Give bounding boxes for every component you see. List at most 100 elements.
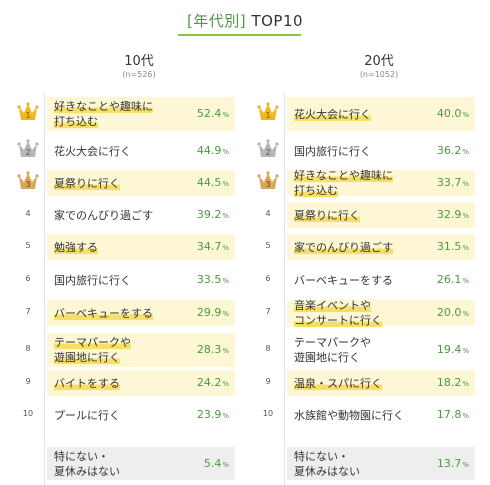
percent-value: 34.7% — [197, 240, 229, 253]
ranking-row: 6 バーベキューをする 26.1% — [253, 267, 475, 293]
percent-number: 32.9 — [436, 208, 462, 221]
item-label-line: バイトをする — [54, 376, 120, 390]
row-box: バイトをする 24.2% — [47, 370, 235, 396]
percent-number: 40.0 — [436, 107, 462, 120]
percent-value: 31.5% — [437, 240, 469, 253]
row-box: 特にない・ 夏休みはない 5.4% — [47, 447, 235, 480]
ranking-row: 9 バイトをする 24.2% — [13, 370, 235, 396]
rank-number: 1 — [265, 111, 271, 120]
rank-number: 8 — [25, 344, 31, 353]
percent-unit: % — [222, 412, 229, 420]
percent-value: 44.9% — [197, 144, 229, 157]
percent-value: 23.9% — [197, 408, 229, 421]
percent-value: 24.2% — [197, 376, 229, 389]
ranking-row: 1 花火大会に行く 40.0% — [253, 97, 475, 131]
ranking-row: 8 テーマパークや 遊園地に行く 19.4% — [253, 333, 475, 367]
row-box: テーマパークや 遊園地に行く 19.4% — [287, 333, 475, 367]
item-label-line: 好きなことや趣味に — [54, 100, 153, 113]
percent-unit: % — [222, 347, 229, 355]
ranking-row: 10 プールに行く 23.9% — [13, 402, 235, 428]
percent-number: 36.2 — [436, 144, 462, 157]
percent-unit: % — [462, 244, 469, 252]
percent-number: 44.9 — [196, 144, 222, 157]
percent-unit: % — [462, 347, 469, 355]
item-label-line: 特にない・ — [54, 449, 109, 463]
item-label-line: テーマパークや — [54, 336, 131, 349]
rank-number: 4 — [265, 209, 271, 218]
percent-unit: % — [222, 212, 229, 220]
rank-number: 7 — [25, 307, 31, 316]
percent-unit: % — [462, 460, 469, 469]
rank-number: 5 — [25, 241, 31, 250]
row-box: 好きなことや趣味に 打ち込む 33.7% — [287, 168, 475, 198]
row-box: 夏祭りに行く 44.5% — [47, 170, 235, 196]
item-label: 音楽イベントや コンサートに行く — [294, 298, 382, 328]
percent-unit: % — [222, 148, 229, 156]
column-10s: 10代 (n=526) 1 好きなことや趣味に 打ち込む 52.4% 2 花火大会に行く 4… — [13, 0, 235, 485]
ranking-row: 2 花火大会に行く 44.9% — [13, 138, 235, 164]
item-label-line: 温泉・スパに行く — [294, 376, 382, 390]
percent-value: 18.2% — [437, 376, 469, 389]
percent-value: 26.1% — [437, 273, 469, 286]
percent-unit: % — [222, 460, 229, 469]
percent-unit: % — [462, 277, 469, 285]
item-label-line: 花火大会に行く — [294, 107, 371, 121]
percent-value: 33.7% — [437, 176, 469, 189]
item-label: 特にない・ 夏休みはない — [54, 449, 120, 479]
rank-number: 8 — [265, 344, 271, 353]
percent-number: 31.5 — [436, 240, 462, 253]
row-box: テーマパークや 遊園地に行く 28.3% — [47, 333, 235, 367]
rank-number: 6 — [265, 274, 271, 283]
percent-unit: % — [462, 111, 469, 119]
percent-value: 13.7% — [437, 457, 469, 470]
item-label: 特にない・ 夏休みはない — [294, 449, 360, 479]
item-label: 国内旅行に行く — [294, 144, 371, 159]
item-label-line: 夏休みはない — [294, 464, 360, 478]
item-label-line: コンサートに行く — [294, 314, 382, 327]
percent-value: 39.2% — [197, 208, 229, 221]
percent-number: 26.1 — [436, 273, 462, 286]
percent-value: 28.3% — [197, 343, 229, 356]
item-label-line: 花火大会に行く — [54, 144, 131, 158]
row-box: 家でのんびり過ごす 39.2% — [47, 202, 235, 228]
item-label-line: 国内旅行に行く — [294, 144, 371, 158]
item-label-line: 家でのんびり過ごす — [54, 208, 154, 222]
item-label: 夏祭りに行く — [54, 176, 120, 191]
percent-value: 29.9% — [197, 306, 229, 319]
percent-value: 33.5% — [197, 273, 229, 286]
row-box: プールに行く 23.9% — [47, 402, 235, 428]
percent-number: 33.5 — [196, 273, 222, 286]
percent-number: 29.9 — [196, 306, 222, 319]
none-row: 特にない・ 夏休みはない 13.7% — [253, 447, 475, 480]
item-label: 好きなことや趣味に 打ち込む — [54, 99, 153, 129]
percent-value: 19.4% — [437, 343, 469, 356]
rank-number: 10 — [262, 409, 274, 418]
column-title: 20代 — [364, 54, 394, 69]
percent-value: 5.4% — [204, 457, 229, 470]
item-label-line: 打ち込む — [294, 184, 338, 197]
ranking-row: 5 勉強する 34.7% — [13, 234, 235, 260]
percent-value: 36.2% — [437, 144, 469, 157]
ranking-row: 7 音楽イベントや コンサートに行く 20.0% — [253, 298, 475, 328]
item-label: 国内旅行に行く — [54, 273, 131, 288]
ranking-row: 6 国内旅行に行く 33.5% — [13, 267, 235, 293]
rank-number: 9 — [25, 377, 31, 386]
rank-number: 5 — [265, 241, 271, 250]
ranking-row: 7 バーベキューをする 29.9% — [13, 300, 235, 326]
percent-number: 34.7 — [196, 240, 222, 253]
percent-value: 52.4% — [197, 107, 229, 120]
row-box: 夏祭りに行く 32.9% — [287, 202, 475, 228]
percent-unit: % — [222, 111, 229, 119]
item-label: 好きなことや趣味に 打ち込む — [294, 168, 393, 198]
percent-unit: % — [462, 412, 469, 420]
title-text: TOP10 — [251, 12, 304, 30]
row-box: 音楽イベントや コンサートに行く 20.0% — [287, 298, 475, 328]
percent-unit: % — [462, 310, 469, 318]
percent-number: 52.4 — [196, 107, 222, 120]
rank-number: 10 — [22, 409, 34, 418]
ranking-row: 9 温泉・スパに行く 18.2% — [253, 370, 475, 396]
crown-icon: 3 — [253, 170, 283, 196]
percent-unit: % — [462, 148, 469, 156]
title-tag: [年代別] — [186, 12, 247, 30]
percent-unit: % — [222, 380, 229, 388]
